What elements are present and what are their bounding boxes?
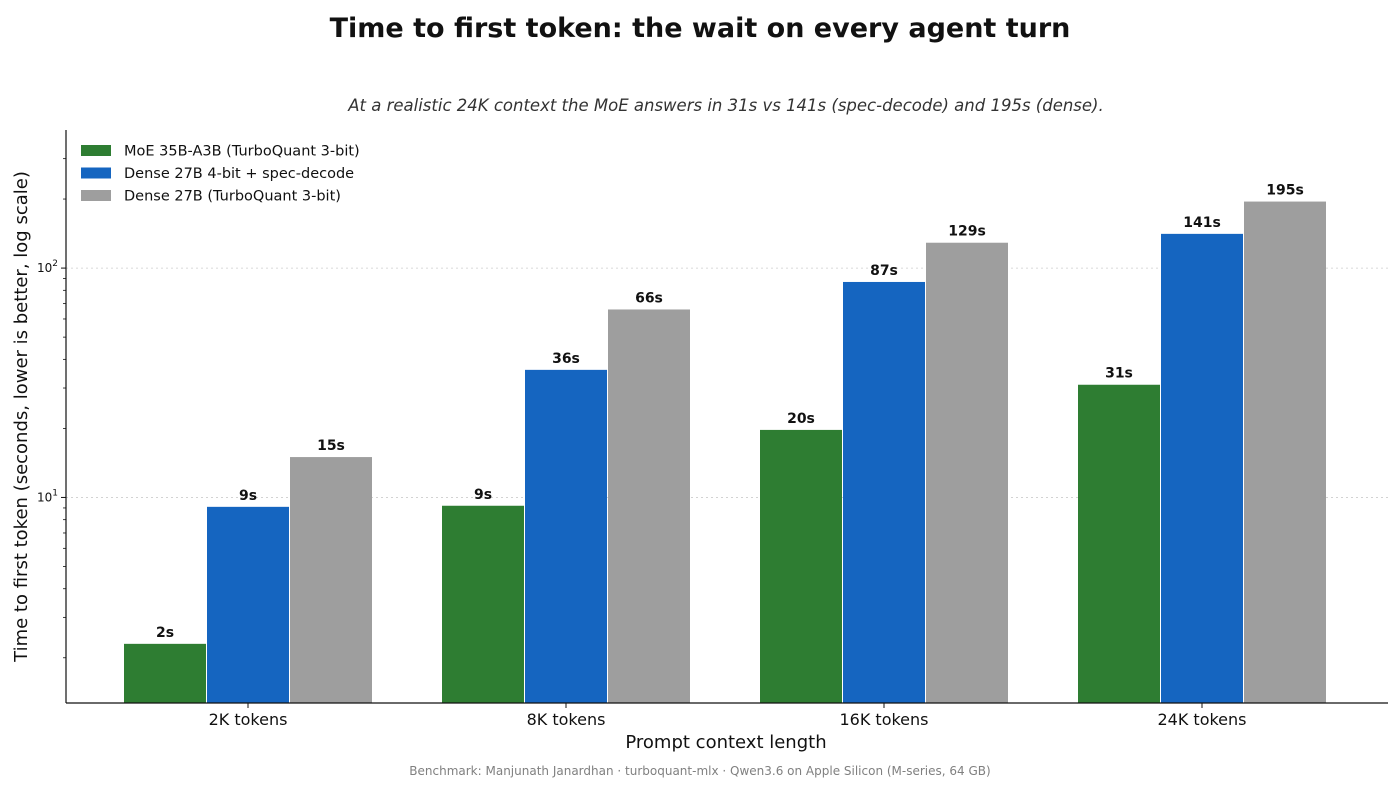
legend-label-1: MoE 35B-A3B (TurboQuant 3-bit) <box>124 144 360 160</box>
bar-1-3 <box>760 429 842 703</box>
bar-value-label: 129s <box>948 224 986 240</box>
bar-value-label: 31s <box>1105 366 1133 382</box>
bar-2-1 <box>207 506 289 703</box>
bars <box>124 201 1326 703</box>
bar-value-label: 9s <box>474 487 492 503</box>
bar-value-label: 36s <box>552 351 580 367</box>
x-tick-label: 8K tokens <box>527 710 606 729</box>
bar-2-2 <box>525 369 607 703</box>
legend-label-3: Dense 27B (TurboQuant 3-bit) <box>124 189 341 205</box>
bar-3-1 <box>290 457 372 703</box>
legend-swatch-2 <box>81 167 111 179</box>
bar-value-label: 2s <box>156 625 174 641</box>
legend-swatch-3 <box>81 190 111 201</box>
bar-value-label: 66s <box>635 290 663 306</box>
x-axis-label: Prompt context length <box>625 732 826 753</box>
chart-subtitle: At a realistic 24K context the MoE answe… <box>348 96 1104 115</box>
bar-3-2 <box>608 309 690 703</box>
y-axis-label: Time to first token (seconds, lower is b… <box>11 171 32 663</box>
x-tick-label: 24K tokens <box>1157 710 1246 729</box>
x-tick-label: 16K tokens <box>839 710 928 729</box>
bar-1-1 <box>124 643 206 703</box>
x-tick-label: 2K tokens <box>209 710 288 729</box>
bar-2-3 <box>843 281 925 703</box>
axes: 101 102 2K tokens 8K tokens 16K tokens 24K to… <box>11 130 1388 753</box>
footer-note: Benchmark: Manjunath Janardhan · turboqu… <box>409 764 991 778</box>
bar-1-2 <box>442 505 524 703</box>
bar-3-3 <box>926 242 1008 703</box>
bar-value-label: 9s <box>239 488 257 504</box>
bar-value-labels: 2s 9s 20s 31s 9s 36s 87s 141s 15s 66s 129s 195s <box>156 183 1304 641</box>
chart-title: Time to first token: the wait on every a… <box>329 13 1071 44</box>
bar-value-label: 15s <box>317 438 345 454</box>
y-tick-label: 102 <box>37 259 58 275</box>
bar-value-label: 195s <box>1266 183 1304 199</box>
bar-2-4 <box>1161 233 1243 703</box>
y-tick-label: 101 <box>37 488 58 504</box>
bar-3-4 <box>1244 201 1326 703</box>
bar-value-label: 141s <box>1183 215 1221 231</box>
bar-value-label: 20s <box>787 411 815 427</box>
legend-swatch-1 <box>81 145 111 156</box>
legend-label-2: Dense 27B 4-bit + spec-decode <box>124 166 354 182</box>
bar-value-label: 87s <box>870 263 898 279</box>
legend: MoE 35B-A3B (TurboQuant 3-bit) Dense 27B … <box>81 144 360 205</box>
bar-1-4 <box>1078 384 1160 703</box>
